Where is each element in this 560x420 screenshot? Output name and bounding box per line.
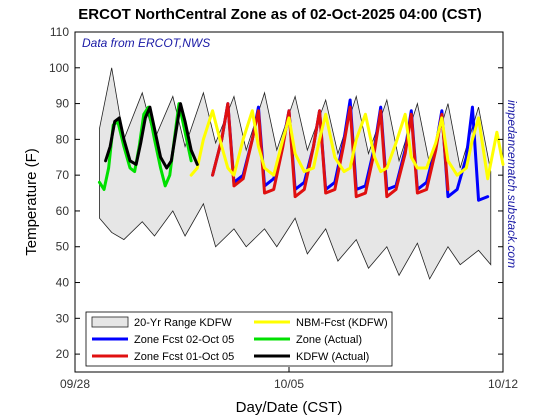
x-tick-label: 10/05	[274, 377, 304, 391]
legend-label: NBM-Fcst (KDFW)	[296, 317, 388, 329]
watermark-text: impedancematch.substack.com	[505, 100, 519, 268]
y-tick-label: 110	[50, 25, 69, 39]
y-tick-label: 40	[56, 276, 70, 290]
x-axis: 09/28 10/05 10/12	[60, 367, 518, 391]
series-line-zone-fcst-02-oct-05	[211, 98, 490, 202]
x-tick-label: 10/12	[488, 377, 518, 391]
y-tick-label: 80	[56, 132, 70, 146]
chart-title: ERCOT NorthCentral Zone as of 02-Oct-202…	[78, 6, 482, 23]
y-axis: 20 30 40 50 60 70 80 90 100 110	[49, 25, 503, 361]
series-line-zone-fcst-01-oct-05	[211, 102, 450, 199]
legend-label: 20-Yr Range KDFW	[134, 317, 232, 329]
series-line-nbm-fcst-kdfw-	[189, 109, 505, 181]
legend-swatch	[91, 316, 129, 328]
series-line-kdfw-actual-	[104, 102, 199, 170]
legend: 20-Yr Range KDFW NBM-Fcst (KDFW) Zone Fcst…	[85, 311, 393, 367]
y-tick-label: 70	[56, 168, 70, 182]
legend-label: Zone Fcst 02-Oct 05	[134, 334, 234, 346]
y-tick-label: 30	[56, 311, 70, 325]
y-tick-label: 60	[56, 204, 70, 218]
source-note: Data from ERCOT,NWS	[82, 36, 210, 50]
series-layer	[97, 98, 505, 202]
y-axis-label: Temperature (F)	[23, 148, 40, 256]
y-tick-label: 90	[56, 97, 70, 111]
y-tick-label: 20	[56, 347, 70, 361]
legend-box	[85, 311, 393, 367]
x-tick-label: 09/28	[60, 377, 90, 391]
legend-label: Zone (Actual)	[296, 334, 362, 346]
legend-label: Zone Fcst 01-Oct 05	[134, 351, 234, 363]
legend-label: KDFW (Actual)	[296, 351, 369, 363]
x-axis-label: Day/Date (CST)	[236, 399, 343, 416]
y-tick-label: 50	[56, 240, 70, 254]
y-tick-label: 100	[49, 61, 69, 75]
